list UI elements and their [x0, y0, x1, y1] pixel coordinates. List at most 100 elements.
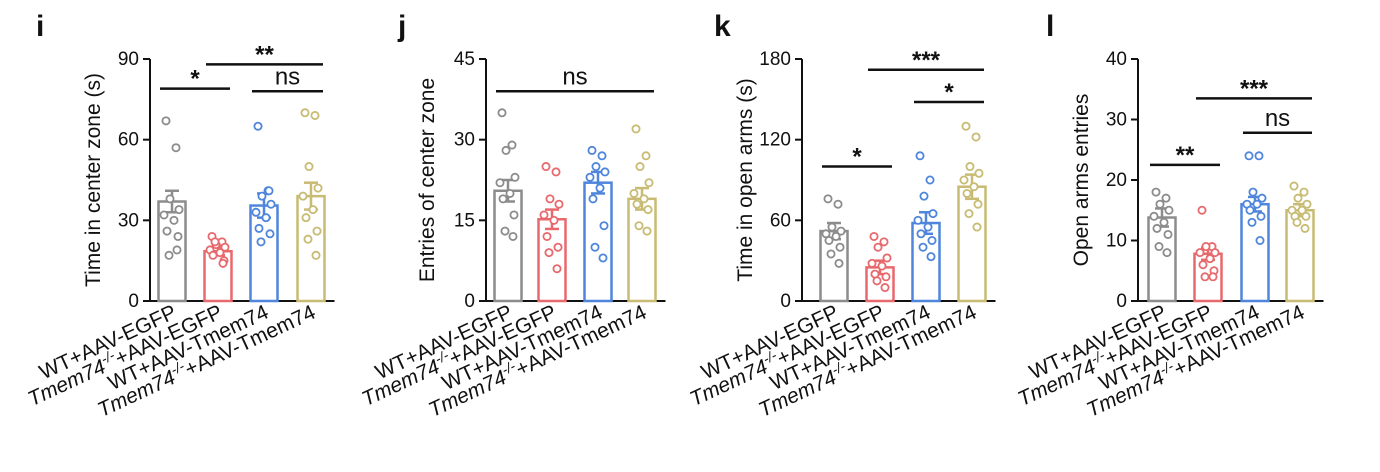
data-point [508, 231, 518, 241]
data-point [918, 242, 928, 252]
data-point [971, 132, 981, 142]
data-point [826, 249, 836, 259]
y-tick-label: 60 [118, 130, 139, 151]
data-point [641, 151, 651, 161]
y-tick-label: 0 [780, 291, 791, 312]
data-point [969, 182, 979, 192]
data-point [509, 210, 519, 220]
y-axis-label: Time in open arms (s) [734, 78, 757, 281]
data-point [629, 188, 639, 198]
data-point [873, 242, 883, 252]
data-point [1299, 187, 1309, 197]
data-point [510, 172, 520, 182]
data-point [174, 205, 184, 215]
data-point [916, 229, 926, 239]
data-point [1302, 199, 1312, 209]
data-point [1205, 254, 1215, 264]
data-point [923, 222, 933, 232]
data-point [1198, 260, 1208, 270]
data-point [254, 223, 264, 233]
data-point [500, 226, 510, 236]
data-point [869, 231, 879, 241]
data-point [169, 215, 179, 225]
significance-label: ns [562, 63, 587, 90]
data-point [301, 213, 311, 223]
data-point [1163, 229, 1173, 239]
bar [819, 229, 849, 303]
data-point [545, 194, 555, 204]
data-point [925, 175, 935, 185]
data-point [161, 116, 171, 126]
data-point [867, 258, 877, 268]
significance-label: ** [255, 41, 274, 68]
y-tick-label: 30 [454, 130, 475, 151]
data-point [1255, 235, 1265, 245]
data-point [1200, 272, 1210, 282]
data-point [591, 162, 601, 172]
data-point [312, 226, 322, 236]
data-point [553, 242, 563, 252]
data-point [1155, 199, 1165, 209]
y-tick-label: 45 [454, 49, 475, 70]
data-point [1244, 151, 1254, 161]
data-point [965, 162, 975, 172]
data-point [1256, 211, 1266, 221]
data-point [1162, 248, 1172, 258]
data-point [1197, 205, 1207, 215]
data-point [304, 162, 314, 172]
data-point [877, 261, 887, 271]
y-tick-label: 180 [759, 49, 791, 70]
data-point [961, 121, 971, 131]
data-point [541, 162, 551, 172]
data-point [1195, 248, 1205, 258]
data-point [927, 235, 937, 245]
data-point [834, 258, 844, 268]
data-point [973, 199, 983, 209]
bar [537, 218, 567, 303]
data-point [598, 253, 608, 263]
data-point [635, 162, 645, 172]
panel-letter-i: i [36, 10, 44, 43]
data-point [542, 231, 552, 241]
data-point [1293, 193, 1303, 203]
data-point [915, 151, 925, 161]
y-tick-label: 0 [128, 291, 139, 312]
data-point [1151, 187, 1161, 197]
data-point [1164, 205, 1174, 215]
data-point [835, 242, 845, 252]
y-tick-label: 0 [464, 291, 475, 312]
data-point [824, 235, 834, 245]
significance-label: * [852, 144, 862, 171]
data-point [505, 188, 515, 198]
data-point [1159, 217, 1169, 227]
data-point [165, 194, 175, 204]
data-point [554, 199, 564, 209]
y-tick-label: 20 [1106, 170, 1127, 191]
data-point [220, 242, 230, 252]
data-point [265, 229, 275, 239]
y-tick-label: 10 [1106, 231, 1127, 252]
data-point [1289, 181, 1299, 191]
panel-letter-l: l [1046, 10, 1054, 43]
data-point [1297, 205, 1307, 215]
data-point [1252, 199, 1262, 209]
data-point [639, 194, 649, 204]
data-point [642, 226, 652, 236]
data-point [495, 178, 505, 188]
y-tick-label: 30 [1106, 110, 1127, 131]
data-point [501, 145, 511, 155]
data-point [823, 194, 833, 204]
data-point [1248, 187, 1258, 197]
data-point [310, 110, 320, 120]
data-point [974, 168, 984, 178]
data-point [298, 191, 308, 201]
data-point [256, 237, 266, 247]
data-point [253, 121, 263, 131]
data-point [303, 234, 313, 244]
data-point [836, 226, 846, 236]
data-point [313, 183, 323, 193]
